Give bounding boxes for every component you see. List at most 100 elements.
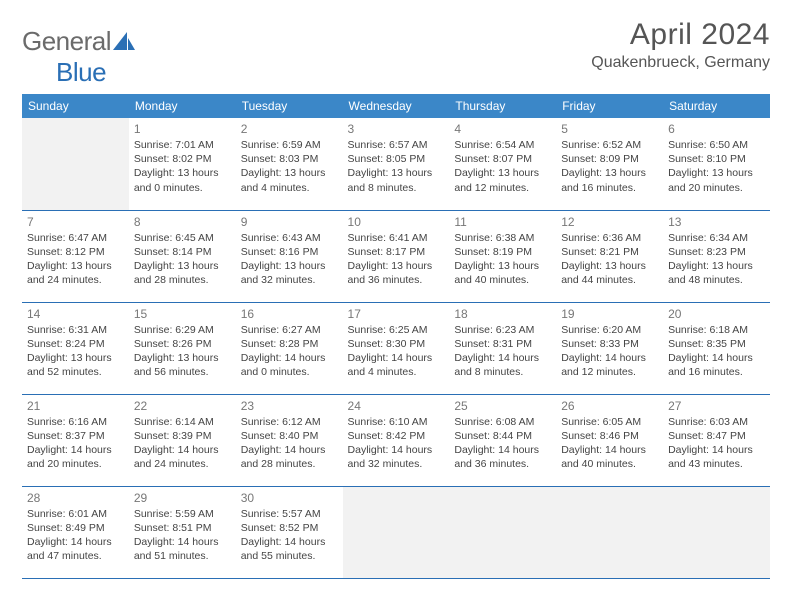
info-line: Sunrise: 6:57 AM — [348, 138, 445, 152]
location-label: Quakenbrueck, Germany — [591, 54, 770, 72]
day-number: 1 — [134, 122, 231, 136]
weekday-header: Tuesday — [236, 94, 343, 118]
info-line: Sunset: 8:49 PM — [27, 521, 124, 535]
calendar-week-row: 21Sunrise: 6:16 AMSunset: 8:37 PMDayligh… — [22, 394, 770, 486]
day-info: Sunrise: 6:20 AMSunset: 8:33 PMDaylight:… — [561, 323, 658, 380]
info-line: Daylight: 14 hours — [134, 443, 231, 457]
calendar-cell: 5Sunrise: 6:52 AMSunset: 8:09 PMDaylight… — [556, 118, 663, 210]
day-number: 12 — [561, 215, 658, 229]
info-line: Daylight: 13 hours — [27, 259, 124, 273]
info-line: Sunset: 8:33 PM — [561, 337, 658, 351]
info-line: Sunset: 8:26 PM — [134, 337, 231, 351]
info-line: Daylight: 14 hours — [561, 443, 658, 457]
info-line: Sunset: 8:24 PM — [27, 337, 124, 351]
info-line: Sunset: 8:52 PM — [241, 521, 338, 535]
info-line: Sunset: 8:51 PM — [134, 521, 231, 535]
info-line: Sunset: 8:31 PM — [454, 337, 551, 351]
info-line: Sunset: 8:10 PM — [668, 152, 765, 166]
info-line: and 40 minutes. — [561, 457, 658, 471]
day-number: 25 — [454, 399, 551, 413]
info-line: and 0 minutes. — [134, 181, 231, 195]
weekday-header: Monday — [129, 94, 236, 118]
calendar-cell — [663, 486, 770, 578]
info-line: Sunset: 8:02 PM — [134, 152, 231, 166]
info-line: and 16 minutes. — [561, 181, 658, 195]
day-info: Sunrise: 6:36 AMSunset: 8:21 PMDaylight:… — [561, 231, 658, 288]
info-line: and 43 minutes. — [668, 457, 765, 471]
day-number: 5 — [561, 122, 658, 136]
info-line: Sunrise: 6:25 AM — [348, 323, 445, 337]
info-line: Sunset: 8:17 PM — [348, 245, 445, 259]
calendar-cell: 30 Sunrise: 5:57 AMSunset: 8:52 PMDayligh… — [236, 486, 343, 578]
info-line: Daylight: 14 hours — [561, 351, 658, 365]
info-line: Daylight: 14 hours — [348, 443, 445, 457]
info-line: Sunrise: 6:05 AM — [561, 415, 658, 429]
month-title: April 2024 — [591, 18, 770, 52]
day-info: Sunrise: 6:10 AMSunset: 8:42 PMDaylight:… — [348, 415, 445, 472]
info-line: Sunset: 8:19 PM — [454, 245, 551, 259]
calendar-cell — [449, 486, 556, 578]
calendar-cell: 26Sunrise: 6:05 AMSunset: 8:46 PMDayligh… — [556, 394, 663, 486]
calendar-cell: 23Sunrise: 6:12 AMSunset: 8:40 PMDayligh… — [236, 394, 343, 486]
info-line: Sunrise: 6:12 AM — [241, 415, 338, 429]
weekday-header: Saturday — [663, 94, 770, 118]
day-info: Sunrise: 6:43 AMSunset: 8:16 PMDaylight:… — [241, 231, 338, 288]
calendar-page: GeneralBlue April 2024 Quakenbrueck, Ger… — [0, 0, 792, 597]
calendar-cell: 18Sunrise: 6:23 AMSunset: 8:31 PMDayligh… — [449, 302, 556, 394]
day-info: Sunrise: 5:57 AMSunset: 8:52 PMDaylight:… — [241, 507, 338, 564]
info-line: and 51 minutes. — [134, 549, 231, 563]
info-line: and 4 minutes. — [348, 365, 445, 379]
calendar-cell: 8Sunrise: 6:45 AMSunset: 8:14 PMDaylight… — [129, 210, 236, 302]
info-line: and 47 minutes. — [27, 549, 124, 563]
calendar-week-row: 14Sunrise: 6:31 AMSunset: 8:24 PMDayligh… — [22, 302, 770, 394]
day-number: 15 — [134, 307, 231, 321]
info-line: Sunrise: 6:08 AM — [454, 415, 551, 429]
info-line: Sunset: 8:30 PM — [348, 337, 445, 351]
day-number: 30 — [241, 491, 338, 505]
day-number: 17 — [348, 307, 445, 321]
day-number: 3 — [348, 122, 445, 136]
calendar-cell: 12 Sunrise: 6:36 AMSunset: 8:21 PMDayligh… — [556, 210, 663, 302]
calendar-cell: 16Sunrise: 6:27 AMSunset: 8:28 PMDayligh… — [236, 302, 343, 394]
day-info: Sunrise: 6:47 AMSunset: 8:12 PMDaylight:… — [27, 231, 124, 288]
calendar-week-row: 28Sunrise: 6:01 AMSunset: 8:49 PMDayligh… — [22, 486, 770, 578]
info-line: Sunset: 8:28 PM — [241, 337, 338, 351]
calendar-cell — [343, 486, 450, 578]
info-line: Sunrise: 6:52 AM — [561, 138, 658, 152]
info-line: and 20 minutes. — [668, 181, 765, 195]
info-line: Daylight: 13 hours — [454, 259, 551, 273]
calendar-cell: 15Sunrise: 6:29 AMSunset: 8:26 PMDayligh… — [129, 302, 236, 394]
day-number: 27 — [668, 399, 765, 413]
calendar-cell: 27 Sunrise: 6:03 AMSunset: 8:47 PMDayligh… — [663, 394, 770, 486]
day-number: 9 — [241, 215, 338, 229]
info-line: Daylight: 14 hours — [348, 351, 445, 365]
info-line: Sunset: 8:23 PM — [668, 245, 765, 259]
info-line: Sunrise: 6:54 AM — [454, 138, 551, 152]
info-line: Sunset: 8:09 PM — [561, 152, 658, 166]
calendar-cell: 10Sunrise: 6:41 AMSunset: 8:17 PMDayligh… — [343, 210, 450, 302]
day-info: Sunrise: 6:03 AMSunset: 8:47 PMDaylight:… — [668, 415, 765, 472]
info-line: Daylight: 14 hours — [27, 535, 124, 549]
calendar-cell: 14Sunrise: 6:31 AMSunset: 8:24 PMDayligh… — [22, 302, 129, 394]
calendar-cell: 19Sunrise: 6:20 AMSunset: 8:33 PMDayligh… — [556, 302, 663, 394]
info-line: Daylight: 14 hours — [134, 535, 231, 549]
info-line: and 8 minutes. — [454, 365, 551, 379]
info-line: Sunrise: 7:01 AM — [134, 138, 231, 152]
day-number: 26 — [561, 399, 658, 413]
info-line: Daylight: 14 hours — [668, 351, 765, 365]
info-line: Sunset: 8:03 PM — [241, 152, 338, 166]
day-number: 7 — [27, 215, 124, 229]
info-line: and 4 minutes. — [241, 181, 338, 195]
info-line: Sunset: 8:42 PM — [348, 429, 445, 443]
info-line: Sunrise: 6:20 AM — [561, 323, 658, 337]
day-number: 20 — [668, 307, 765, 321]
info-line: and 12 minutes. — [561, 365, 658, 379]
day-number: 11 — [454, 215, 551, 229]
info-line: Sunrise: 6:59 AM — [241, 138, 338, 152]
info-line: Sunset: 8:39 PM — [134, 429, 231, 443]
info-line: and 44 minutes. — [561, 273, 658, 287]
day-number: 21 — [27, 399, 124, 413]
day-info: Sunrise: 6:41 AMSunset: 8:17 PMDaylight:… — [348, 231, 445, 288]
calendar-cell: 24Sunrise: 6:10 AMSunset: 8:42 PMDayligh… — [343, 394, 450, 486]
calendar-cell: 13Sunrise: 6:34 AMSunset: 8:23 PMDayligh… — [663, 210, 770, 302]
